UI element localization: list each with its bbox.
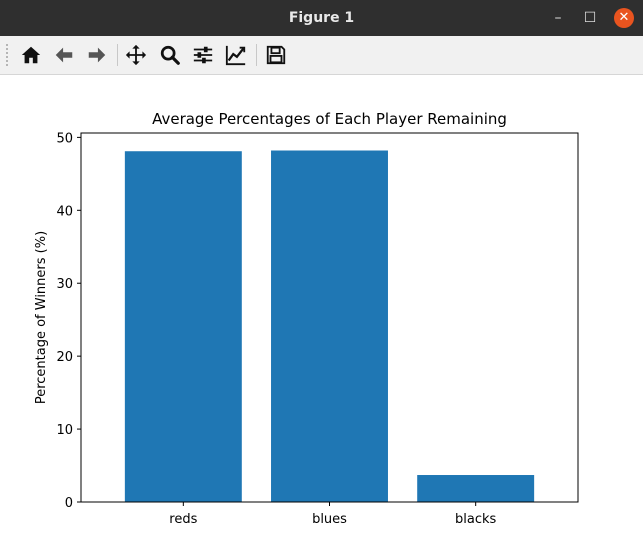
back-button[interactable] xyxy=(51,42,77,68)
bar-blacks xyxy=(417,475,535,502)
line-chart-icon xyxy=(225,45,246,66)
zoom-button[interactable] xyxy=(157,42,183,68)
y-axis-label: Percentage of Winners (%) xyxy=(34,231,49,404)
y-tick-label: 50 xyxy=(56,131,73,146)
home-icon xyxy=(21,46,41,64)
arrow-right-icon xyxy=(88,47,106,63)
toolbar-separator xyxy=(117,44,118,66)
edit-axis-button[interactable] xyxy=(223,42,249,68)
home-button[interactable] xyxy=(18,42,44,68)
window-title: Figure 1 xyxy=(288,10,355,26)
save-button[interactable] xyxy=(263,42,289,68)
navigation-toolbar xyxy=(0,36,643,75)
title-bar[interactable]: Figure 1 – ☐ ✕ xyxy=(0,0,643,36)
axes-frame xyxy=(80,132,579,503)
sliders-icon xyxy=(193,46,213,64)
y-tick-label: 20 xyxy=(56,350,73,365)
move-icon xyxy=(125,44,147,66)
chart-title: Average Percentages of Each Player Remai… xyxy=(152,110,507,128)
bar-reds xyxy=(124,151,242,502)
magnifier-icon xyxy=(160,45,180,65)
y-tick-label: 0 xyxy=(65,496,73,511)
pan-button[interactable] xyxy=(123,42,149,68)
toolbar-separator xyxy=(256,44,257,66)
minimize-button[interactable]: – xyxy=(554,10,562,26)
figure-canvas[interactable]: Average Percentages of Each Player Remai… xyxy=(0,75,643,557)
toolbar-grip[interactable] xyxy=(6,44,12,66)
bar-chart: Average Percentages of Each Player Remai… xyxy=(34,110,579,527)
x-tick-label: reds xyxy=(169,512,197,527)
forward-button[interactable] xyxy=(84,42,110,68)
bar-blues xyxy=(271,150,388,502)
floppy-disk-icon xyxy=(266,45,286,65)
y-tick-label: 30 xyxy=(56,277,73,292)
x-tick-label: blues xyxy=(312,512,347,527)
configure-subplots-button[interactable] xyxy=(190,42,216,68)
close-button[interactable]: ✕ xyxy=(614,8,634,28)
maximize-button[interactable]: ☐ xyxy=(583,10,597,26)
arrow-left-icon xyxy=(55,47,73,63)
y-tick-label: 40 xyxy=(56,204,73,219)
y-tick-label: 10 xyxy=(56,423,73,438)
x-tick-label: blacks xyxy=(455,512,497,527)
